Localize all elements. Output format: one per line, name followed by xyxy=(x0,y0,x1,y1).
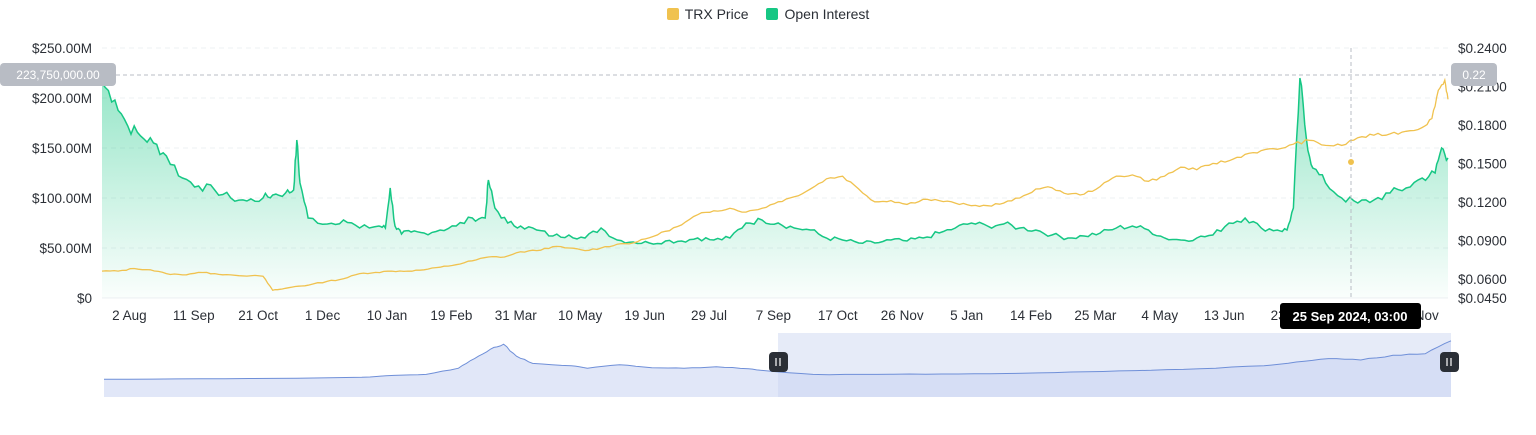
legend-oi-label: Open Interest xyxy=(784,6,870,22)
legend: TRX Price Open Interest xyxy=(0,6,1536,22)
crosshair-left-value: 223,750,000.00 xyxy=(16,68,100,82)
x-tick-label: 11 Sep xyxy=(173,308,215,323)
y-left-tick-label: $50.00M xyxy=(39,241,92,256)
crosshair-right-tag: 0.22 xyxy=(1451,63,1497,86)
crosshair-left-tag: 223,750,000.00 xyxy=(0,63,116,86)
y-left-tick-label: $200.00M xyxy=(32,91,92,106)
legend-item-price[interactable]: TRX Price xyxy=(666,6,749,22)
y-right-tick-label: $0.0600 xyxy=(1458,272,1507,287)
x-tick-label: 29 Jul xyxy=(691,308,727,323)
x-tick-label: 26 Nov xyxy=(881,308,924,323)
x-tick-label: 10 Jan xyxy=(367,308,408,323)
y-right-tick-label: $0.0900 xyxy=(1458,233,1507,248)
y-left-tick-label: $150.00M xyxy=(32,141,92,156)
x-tick-label: 19 Feb xyxy=(430,308,472,323)
open-interest-line xyxy=(101,77,1449,245)
y-left-tick-label: $0 xyxy=(77,291,92,306)
x-tick-label: 4 May xyxy=(1141,308,1178,323)
legend-price-label: TRX Price xyxy=(684,6,749,22)
oi-swatch-icon xyxy=(766,8,779,20)
x-tick-label: 2 Aug xyxy=(112,308,147,323)
x-tick-label: 17 Oct xyxy=(818,308,858,323)
y-right-tick-label: $0.1200 xyxy=(1458,195,1507,210)
navigator-line xyxy=(104,340,1452,380)
y-right-tick-label: $0.0450 xyxy=(1458,291,1507,306)
y-right-tick-label: $0.1800 xyxy=(1458,118,1507,133)
navigator-handle-right[interactable] xyxy=(1440,352,1459,372)
crosshair-date-tooltip: 25 Sep 2024, 03:00 xyxy=(1280,303,1421,329)
x-tick-label: 31 Mar xyxy=(495,308,538,323)
y-right-tick-label: $0.2400 xyxy=(1458,41,1507,56)
y-left-tick-label: $100.00M xyxy=(32,191,92,206)
y-left-tick-label: $250.00M xyxy=(32,41,92,56)
x-tick-label: 19 Jun xyxy=(624,308,665,323)
trx-price-line xyxy=(101,77,1449,292)
y-axis-left: $250.00M $200.00M $150.00M $100.00M $50.00M $… xyxy=(32,41,92,306)
x-tick-label: 7 Sep xyxy=(756,308,791,323)
x-tick-label: 1 Dec xyxy=(305,308,341,323)
x-tick-label: 5 Jan xyxy=(950,308,983,323)
crosshair-date-text: 25 Sep 2024, 03:00 xyxy=(1293,309,1408,324)
legend-item-oi[interactable]: Open Interest xyxy=(766,6,869,22)
x-tick-label: 25 Mar xyxy=(1074,308,1117,323)
y-right-tick-label: $0.1500 xyxy=(1458,156,1507,171)
crosshair-right-value: 0.22 xyxy=(1462,68,1486,82)
navigator-area xyxy=(104,340,1451,397)
x-tick-label: 14 Feb xyxy=(1010,308,1052,323)
x-tick-label: 10 May xyxy=(558,308,603,323)
navigator-handle-left[interactable] xyxy=(769,352,788,372)
x-axis: 2 Aug 11 Sep 21 Oct 1 Dec 10 Jan 19 Feb 31 Mar… xyxy=(112,308,1439,323)
crosshair-point xyxy=(1348,159,1354,165)
x-tick-label: 13 Jun xyxy=(1204,308,1245,323)
navigator[interactable] xyxy=(104,333,1459,397)
open-interest-area xyxy=(102,78,1448,298)
x-tick-label: 21 Oct xyxy=(238,308,278,323)
price-swatch-icon xyxy=(666,8,679,20)
